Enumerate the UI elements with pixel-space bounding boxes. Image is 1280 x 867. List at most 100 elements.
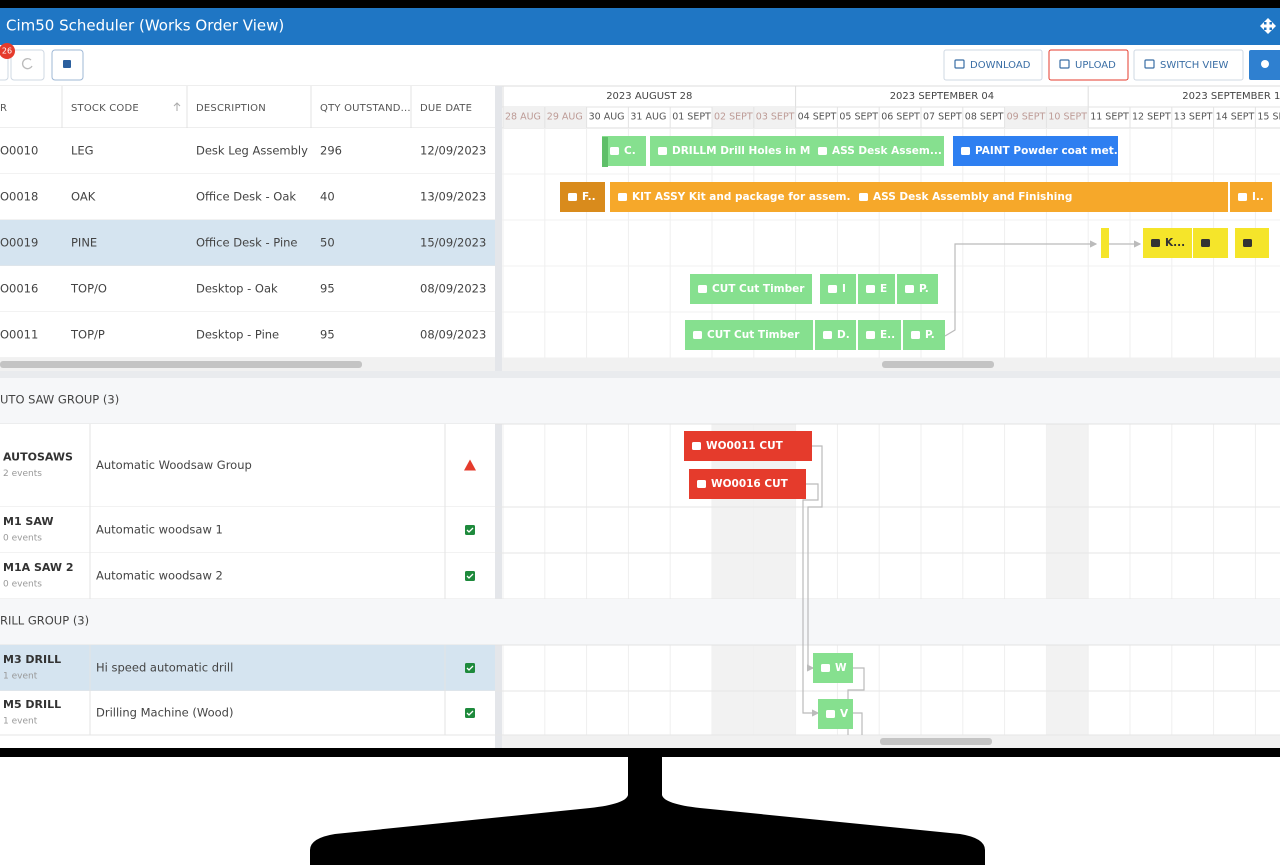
task-icon	[866, 285, 875, 293]
resource-row[interactable]	[0, 691, 495, 735]
task-bar[interactable]: E..	[858, 320, 901, 350]
order-row[interactable]	[0, 220, 495, 266]
weekend-shade	[1046, 424, 1089, 735]
task-bar-body	[903, 320, 945, 350]
task-bar[interactable]: ASS Desk Assembly and Finishing	[851, 182, 1228, 212]
task-label: PAINT Powder coat met...	[975, 145, 1126, 157]
task-icon	[961, 147, 970, 155]
resource-code: AUTOSAWS	[3, 451, 73, 464]
group-row[interactable]	[0, 378, 1280, 424]
task-label: ASS Desk Assembly and Finishing	[873, 191, 1072, 203]
scrollbar-thumb[interactable]	[880, 738, 992, 745]
task-bar[interactable]	[1101, 228, 1109, 258]
task-bar[interactable]	[1193, 228, 1228, 258]
task-icon	[1243, 239, 1252, 247]
task-bar[interactable]	[1235, 228, 1269, 258]
day-label: 31 AUG	[630, 112, 666, 123]
cell: LEG	[71, 144, 94, 158]
task-bar[interactable]: WO0011 CUT	[684, 431, 812, 461]
cell: OAK	[71, 190, 96, 204]
task-bar[interactable]: K...	[1143, 228, 1192, 258]
task-bar-body	[810, 136, 944, 166]
group-row[interactable]	[0, 599, 1280, 645]
day-label: 15 SEPT	[1257, 112, 1280, 123]
button-label: UPLOAD	[1075, 60, 1116, 71]
task-bar[interactable]: CUT Cut Timber	[690, 274, 812, 304]
task-bar[interactable]: CUT Cut Timber	[685, 320, 813, 350]
task-label: E	[880, 283, 887, 295]
task-label: V	[840, 708, 849, 720]
day-label: 04 SEPT	[798, 112, 837, 123]
cell: Desktop - Pine	[196, 328, 279, 342]
task-label: KIT ASSY Kit and package for assem...	[632, 191, 858, 203]
move-icon	[1260, 18, 1276, 34]
scrollbar-thumb[interactable]	[882, 361, 994, 368]
week-label: 2023 SEPTEMBER 11	[1182, 91, 1280, 102]
task-label: F..	[582, 191, 596, 203]
group-name: UTO SAW GROUP (3)	[0, 393, 119, 407]
toolbar-button[interactable]	[1133, 49, 1244, 81]
day-label: 06 SEPT	[881, 112, 920, 123]
task-bar-body	[690, 274, 812, 304]
task-bar[interactable]: P.	[903, 320, 945, 350]
order-row[interactable]	[0, 266, 495, 312]
task-label: WO0011 CUT	[706, 440, 784, 452]
section-gap	[0, 371, 1280, 378]
column-header: DESCRIPTION	[196, 103, 266, 114]
order-row[interactable]	[0, 174, 495, 220]
dependency-line	[807, 445, 823, 672]
task-bar[interactable]: ASS Desk Assem...	[810, 136, 944, 166]
task-label: P.	[925, 329, 935, 341]
day-label: 12 SEPT	[1132, 112, 1171, 123]
task-bar[interactable]: V	[818, 699, 853, 729]
resource-description: Automatic Woodsaw Group	[96, 458, 252, 472]
order-row[interactable]	[0, 312, 495, 358]
task-bar-body	[953, 136, 1118, 166]
task-bar-body	[818, 699, 853, 729]
day-label: 29 AUG	[547, 112, 583, 123]
task-bar[interactable]: E	[858, 274, 895, 304]
resource-row[interactable]	[0, 507, 495, 553]
task-icon	[866, 331, 875, 339]
resource-row[interactable]	[0, 645, 495, 691]
task-bar[interactable]: I..	[1230, 182, 1272, 212]
order-row[interactable]	[0, 128, 495, 174]
day-label: 09 SEPT	[1007, 112, 1046, 123]
task-icon	[697, 480, 706, 488]
refresh-button[interactable]	[10, 49, 45, 81]
task-bar[interactable]: C.	[602, 136, 646, 166]
task-icon	[658, 147, 667, 155]
task-icon	[1151, 239, 1160, 247]
toolbar-button[interactable]	[1048, 49, 1129, 81]
task-bar[interactable]: KIT ASSY Kit and package for assem...	[610, 182, 858, 212]
task-bar[interactable]: P.	[897, 274, 938, 304]
cell: Desk Leg Assembly	[196, 144, 308, 158]
toolbar-button[interactable]	[943, 49, 1043, 81]
task-bar[interactable]: DRILLM Drill Holes in M...	[650, 136, 822, 166]
task-bar[interactable]: I	[820, 274, 856, 304]
task-bar[interactable]: WO0016 CUT	[689, 469, 806, 499]
week-label: 2023 SEPTEMBER 04	[890, 91, 994, 102]
task-bar-body	[1193, 228, 1228, 258]
task-bar[interactable]: W	[813, 653, 853, 683]
resource-code: M1 SAW	[3, 515, 54, 528]
task-bar-body	[602, 136, 646, 166]
cell: Office Desk - Oak	[196, 190, 296, 204]
task-bar-body	[858, 274, 895, 304]
scrollbar-thumb[interactable]	[0, 361, 362, 368]
task-bar[interactable]: F..	[560, 182, 605, 212]
column-header: R	[0, 103, 7, 114]
cell: 296	[320, 144, 342, 158]
orders-header	[0, 86, 495, 128]
task-bar-body	[897, 274, 938, 304]
task-bar[interactable]: D.	[815, 320, 856, 350]
task-bar[interactable]: PAINT Powder coat met...	[953, 136, 1126, 166]
weekend-header	[1046, 107, 1089, 128]
app-title: Cim50 Scheduler (Works Order View)	[6, 17, 284, 35]
resource-row[interactable]	[0, 424, 495, 507]
day-label: 14 SEPT	[1216, 112, 1255, 123]
resource-row[interactable]	[0, 553, 495, 599]
cell: 08/09/2023	[420, 282, 486, 296]
weekend-header	[1004, 107, 1047, 128]
